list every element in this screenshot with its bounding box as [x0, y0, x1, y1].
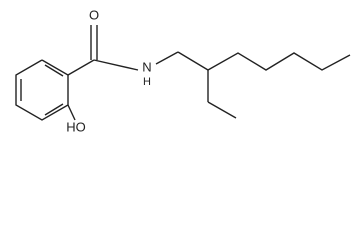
structure: O N H HO [15, 7, 351, 134]
atom-label: HO [66, 119, 86, 134]
bond [155, 51, 179, 65]
ring [15, 59, 69, 121]
bond [177, 51, 209, 71]
ring-double-bond [44, 64, 64, 77]
bond [67, 59, 95, 76]
ring-double-bond [44, 103, 64, 116]
atom-label: O [89, 7, 99, 22]
atom-label: H [143, 76, 151, 88]
atom-label: N [142, 59, 151, 74]
chain [207, 52, 351, 71]
bond [207, 101, 237, 119]
bond [93, 59, 139, 71]
bond [67, 104, 76, 121]
page: {"atoms": {"oxygen": "O", "nitrogen": "N… [15, 7, 351, 135]
